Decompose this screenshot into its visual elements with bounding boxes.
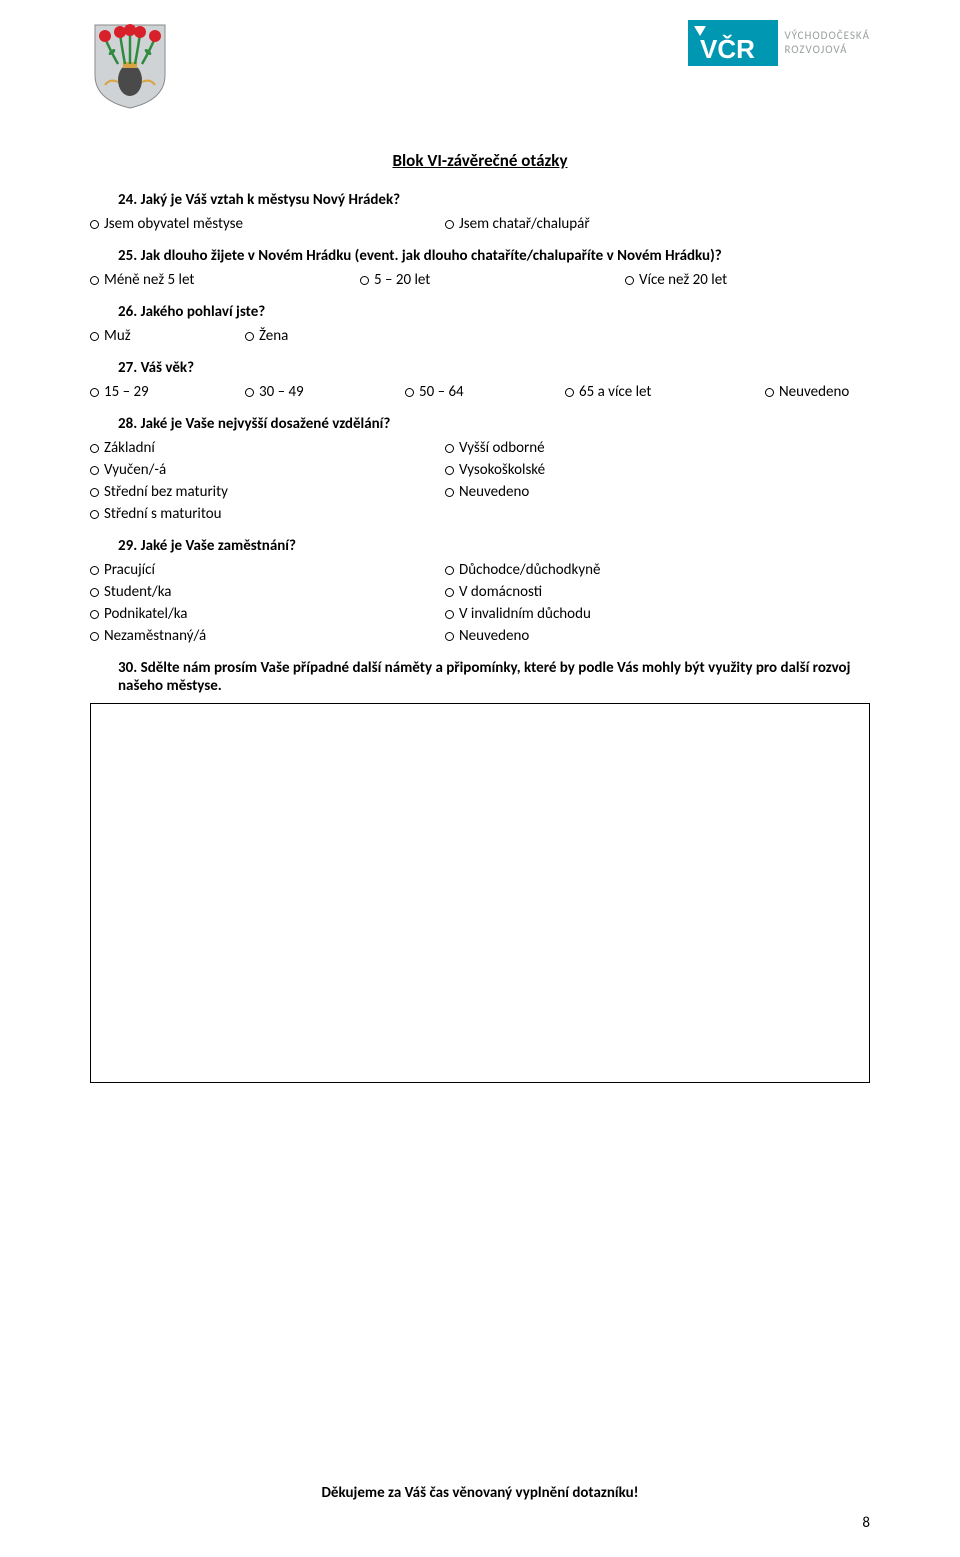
- q28-left-1[interactable]: Základní: [90, 439, 445, 457]
- q29-options: Pracující Student/ka Podnikatel/ka Nezam…: [90, 561, 870, 645]
- q26-opt-2[interactable]: Žena: [245, 327, 288, 345]
- radio-icon: [90, 276, 99, 285]
- radio-icon: [90, 332, 99, 341]
- radio-icon: [245, 332, 254, 341]
- radio-icon: [765, 388, 774, 397]
- q27-opt-4[interactable]: 65 a více let: [565, 383, 765, 401]
- question-30: 30. Sdělte nám prosím Vaše případné dalš…: [90, 659, 870, 695]
- page-number: 8: [862, 1514, 870, 1532]
- question-29: 29. Jaké je Vaše zaměstnání?: [90, 537, 870, 555]
- q27-opt-1[interactable]: 15 – 29: [90, 383, 245, 401]
- radio-icon: [90, 466, 99, 475]
- q29-left-1[interactable]: Pracující: [90, 561, 445, 579]
- question-27: 27. Váš věk?: [90, 359, 870, 377]
- q29-right-2[interactable]: V domácnosti: [445, 583, 600, 601]
- q26-options: Muž Žena: [90, 327, 870, 345]
- q28-options: Základní Vyučen/-á Střední bez maturity …: [90, 439, 870, 523]
- radio-icon: [245, 388, 254, 397]
- footer-thanks: Děkujeme za Váš čas věnovaný vyplnění do…: [0, 1484, 960, 1502]
- freeform-answer-box[interactable]: [90, 703, 870, 1083]
- logo-subtext-bottom: ROZVOJOVÁ: [784, 43, 870, 57]
- radio-icon: [90, 610, 99, 619]
- logo-subtext-top: VÝCHODOČESKÁ: [784, 29, 870, 43]
- question-26: 26. Jakého pohlaví jste?: [90, 303, 870, 321]
- q29-left-2[interactable]: Student/ka: [90, 583, 445, 601]
- radio-icon: [90, 566, 99, 575]
- section-title: Blok VI-závěrečné otázky: [90, 150, 870, 171]
- radio-icon: [445, 444, 454, 453]
- radio-icon: [90, 588, 99, 597]
- q26-opt-1[interactable]: Muž: [90, 327, 245, 345]
- radio-icon: [90, 488, 99, 497]
- q29-right-1[interactable]: Důchodce/důchodkyně: [445, 561, 600, 579]
- q29-right-3[interactable]: V invalidním důchodu: [445, 605, 600, 623]
- q24-opt-1[interactable]: Jsem obyvatel městyse: [90, 215, 445, 233]
- radio-icon: [625, 276, 634, 285]
- radio-icon: [445, 566, 454, 575]
- radio-icon: [90, 388, 99, 397]
- q27-opt-2[interactable]: 30 – 49: [245, 383, 405, 401]
- question-25: 25. Jak dlouho žijete v Novém Hrádku (ev…: [90, 247, 870, 265]
- q27-opt-5[interactable]: Neuvedeno: [765, 383, 849, 401]
- radio-icon: [405, 388, 414, 397]
- q28-left-2[interactable]: Vyučen/-á: [90, 461, 445, 479]
- radio-icon: [90, 444, 99, 453]
- radio-icon: [90, 510, 99, 519]
- radio-icon: [90, 220, 99, 229]
- svg-text:VČR: VČR: [700, 34, 755, 64]
- radio-icon: [445, 466, 454, 475]
- radio-icon: [90, 632, 99, 641]
- radio-icon: [445, 632, 454, 641]
- q28-right-2[interactable]: Vysokoškolské: [445, 461, 545, 479]
- q24-options: Jsem obyvatel městyse Jsem chatař/chalup…: [90, 215, 870, 233]
- radio-icon: [445, 488, 454, 497]
- q29-right-4[interactable]: Neuvedeno: [445, 627, 600, 645]
- q27-options: 15 – 29 30 – 49 50 – 64 65 a více let Ne…: [90, 383, 870, 401]
- q29-left-3[interactable]: Podnikatel/ka: [90, 605, 445, 623]
- q25-options: Méně než 5 let 5 – 20 let Více než 20 le…: [90, 271, 870, 289]
- q29-left-4[interactable]: Nezaměstnaný/á: [90, 627, 445, 645]
- q28-right-3[interactable]: Neuvedeno: [445, 483, 545, 501]
- question-28: 28. Jaké je Vaše nejvyšší dosažené vzděl…: [90, 415, 870, 433]
- q25-opt-1[interactable]: Méně než 5 let: [90, 271, 360, 289]
- question-24: 24. Jaký je Váš vztah k městysu Nový Hrá…: [90, 191, 870, 209]
- radio-icon: [360, 276, 369, 285]
- radio-icon: [565, 388, 574, 397]
- vcr-logo: VČR VÝCHODOČESKÁ ROZVOJOVÁ: [688, 20, 870, 66]
- q25-opt-2[interactable]: 5 – 20 let: [360, 271, 625, 289]
- q28-left-3[interactable]: Střední bez maturity: [90, 483, 445, 501]
- q28-left-4[interactable]: Střední s maturitou: [90, 505, 445, 523]
- q25-opt-3[interactable]: Více než 20 let: [625, 271, 727, 289]
- page-header: VČR VÝCHODOČESKÁ ROZVOJOVÁ: [90, 20, 870, 115]
- q28-right-1[interactable]: Vyšší odborné: [445, 439, 545, 457]
- q24-opt-2[interactable]: Jsem chatař/chalupář: [445, 215, 590, 233]
- radio-icon: [445, 610, 454, 619]
- radio-icon: [445, 220, 454, 229]
- radio-icon: [445, 588, 454, 597]
- q27-opt-3[interactable]: 50 – 64: [405, 383, 565, 401]
- crest-icon: [90, 20, 170, 115]
